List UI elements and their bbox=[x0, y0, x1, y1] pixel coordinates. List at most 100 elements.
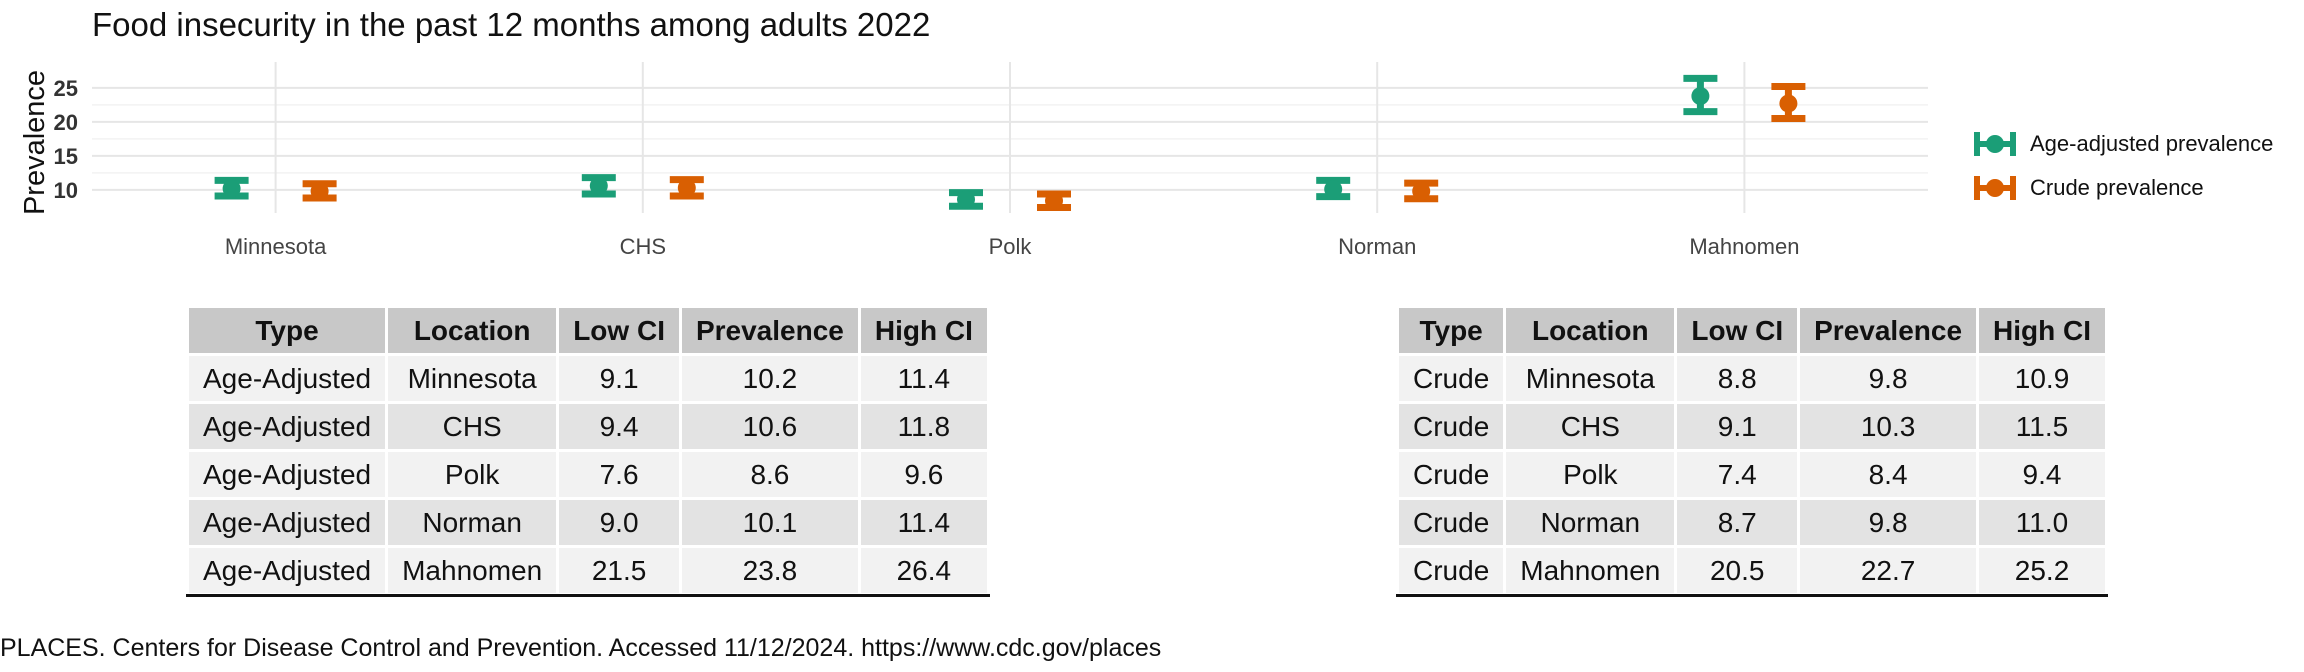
data-point bbox=[1779, 94, 1798, 113]
table-row: Crude Polk 7.4 8.4 9.4 bbox=[1399, 452, 2106, 497]
cell-type: Age-Adjusted bbox=[189, 500, 386, 545]
data-point bbox=[589, 176, 608, 195]
cell-low-ci: 8.8 bbox=[1677, 356, 1798, 401]
data-point bbox=[1324, 180, 1343, 199]
x-tick-label: CHS bbox=[620, 234, 666, 259]
table-header-row: Type Location Low CI Prevalence High CI bbox=[189, 308, 987, 353]
col-header-type: Type bbox=[1399, 308, 1504, 353]
col-header-location: Location bbox=[1506, 308, 1675, 353]
col-header-high-ci: High CI bbox=[1979, 308, 2106, 353]
legend-label-crude: Crude prevalence bbox=[2030, 175, 2204, 200]
legend-label-age-adjusted: Age-adjusted prevalence bbox=[2030, 131, 2274, 156]
cell-high-ci: 9.6 bbox=[860, 452, 987, 497]
col-header-location: Location bbox=[388, 308, 557, 353]
chart-title: Food insecurity in the past 12 months am… bbox=[92, 6, 931, 43]
table-row: Crude CHS 9.1 10.3 11.5 bbox=[1399, 404, 2106, 449]
cell-low-ci: 8.7 bbox=[1677, 500, 1798, 545]
x-tick-label: Mahnomen bbox=[1689, 234, 1799, 259]
table-row: Crude Minnesota 8.8 9.8 10.9 bbox=[1399, 356, 2106, 401]
cell-type: Crude bbox=[1399, 404, 1504, 449]
cell-prevalence: 8.6 bbox=[681, 452, 858, 497]
y-tick-label: 25 bbox=[54, 76, 78, 101]
cell-low-ci: 9.0 bbox=[559, 500, 679, 545]
cell-high-ci: 11.4 bbox=[860, 356, 987, 401]
cell-location: Polk bbox=[1506, 452, 1675, 497]
errorbar-chart: 10 15 20 25 Minnesota CHS Polk Norman Mahnomen bbox=[54, 62, 1928, 259]
cell-low-ci: 9.1 bbox=[559, 356, 679, 401]
cell-high-ci: 11.5 bbox=[1979, 404, 2106, 449]
cell-location: Minnesota bbox=[1506, 356, 1675, 401]
age-adjusted-table: Type Location Low CI Prevalence High CI … bbox=[186, 305, 990, 596]
legend: Age-adjusted prevalence Crude prevalence bbox=[1968, 122, 2273, 210]
table-bottom-rule bbox=[186, 594, 990, 597]
cell-low-ci: 21.5 bbox=[559, 548, 679, 593]
cell-high-ci: 9.4 bbox=[1979, 452, 2106, 497]
y-tick-label: 10 bbox=[54, 178, 78, 203]
col-header-type: Type bbox=[189, 308, 386, 353]
col-header-low-ci: Low CI bbox=[559, 308, 679, 353]
cell-high-ci: 25.2 bbox=[1979, 548, 2106, 593]
legend-key-age-adjusted bbox=[1974, 132, 2016, 156]
crude-table: Type Location Low CI Prevalence High CI … bbox=[1396, 305, 2108, 596]
cell-location: CHS bbox=[1506, 404, 1675, 449]
data-point bbox=[1691, 87, 1710, 106]
col-header-prevalence: Prevalence bbox=[681, 308, 858, 353]
data-point bbox=[677, 178, 696, 197]
cell-low-ci: 7.6 bbox=[559, 452, 679, 497]
cell-prevalence: 23.8 bbox=[681, 548, 858, 593]
cell-high-ci: 11.0 bbox=[1979, 500, 2106, 545]
cell-prevalence: 22.7 bbox=[1800, 548, 1977, 593]
data-point bbox=[222, 179, 241, 198]
data-point bbox=[1045, 191, 1063, 210]
cell-low-ci: 9.1 bbox=[1677, 404, 1798, 449]
y-tick-label: 20 bbox=[54, 110, 78, 135]
cell-prevalence: 10.1 bbox=[681, 500, 858, 545]
cell-type: Age-Adjusted bbox=[189, 404, 386, 449]
x-tick-label: Polk bbox=[989, 234, 1033, 259]
col-header-prevalence: Prevalence bbox=[1800, 308, 1977, 353]
table-header-row: Type Location Low CI Prevalence High CI bbox=[1399, 308, 2106, 353]
cell-type: Age-Adjusted bbox=[189, 356, 386, 401]
cell-high-ci: 26.4 bbox=[860, 548, 987, 593]
cell-prevalence: 10.2 bbox=[681, 356, 858, 401]
cell-type: Age-Adjusted bbox=[189, 452, 386, 497]
cell-type: Crude bbox=[1399, 356, 1504, 401]
data-point bbox=[310, 182, 329, 201]
x-tick-label: Norman bbox=[1338, 234, 1416, 259]
table-bottom-rule bbox=[1396, 594, 2108, 597]
source-caption: PLACES. Centers for Disease Control and … bbox=[0, 634, 1162, 662]
col-header-low-ci: Low CI bbox=[1677, 308, 1798, 353]
legend-item-age-adjusted: Age-adjusted prevalence bbox=[1968, 122, 2273, 166]
cell-type: Crude bbox=[1399, 548, 1504, 593]
cell-location: Norman bbox=[388, 500, 557, 545]
table-row: Age-Adjusted Polk 7.6 8.6 9.6 bbox=[189, 452, 987, 497]
table-row: Age-Adjusted Mahnomen 21.5 23.8 26.4 bbox=[189, 548, 987, 593]
cell-high-ci: 11.8 bbox=[860, 404, 987, 449]
cell-location: Mahnomen bbox=[388, 548, 557, 593]
data-point bbox=[1412, 182, 1431, 201]
cell-prevalence: 9.8 bbox=[1800, 356, 1977, 401]
cell-type: Crude bbox=[1399, 452, 1504, 497]
cell-location: Polk bbox=[388, 452, 557, 497]
table-row: Age-Adjusted Minnesota 9.1 10.2 11.4 bbox=[189, 356, 987, 401]
col-header-high-ci: High CI bbox=[860, 308, 987, 353]
legend-key-crude bbox=[1974, 176, 2016, 200]
x-tick-label: Minnesota bbox=[225, 234, 327, 259]
cell-high-ci: 10.9 bbox=[1979, 356, 2106, 401]
table-row: Crude Norman 8.7 9.8 11.0 bbox=[1399, 500, 2106, 545]
cell-prevalence: 10.3 bbox=[1800, 404, 1977, 449]
cell-prevalence: 8.4 bbox=[1800, 452, 1977, 497]
cell-location: Minnesota bbox=[388, 356, 557, 401]
table-row: Age-Adjusted Norman 9.0 10.1 11.4 bbox=[189, 500, 987, 545]
cell-prevalence: 10.6 bbox=[681, 404, 858, 449]
legend-item-crude: Crude prevalence bbox=[1968, 166, 2273, 210]
table-row: Crude Mahnomen 20.5 22.7 25.2 bbox=[1399, 548, 2106, 593]
table-row: Age-Adjusted CHS 9.4 10.6 11.8 bbox=[189, 404, 987, 449]
cell-prevalence: 9.8 bbox=[1800, 500, 1977, 545]
data-point bbox=[957, 190, 975, 209]
cell-high-ci: 11.4 bbox=[860, 500, 987, 545]
cell-low-ci: 9.4 bbox=[559, 404, 679, 449]
y-tick-label: 15 bbox=[54, 144, 78, 169]
cell-location: Norman bbox=[1506, 500, 1675, 545]
cell-low-ci: 20.5 bbox=[1677, 548, 1798, 593]
